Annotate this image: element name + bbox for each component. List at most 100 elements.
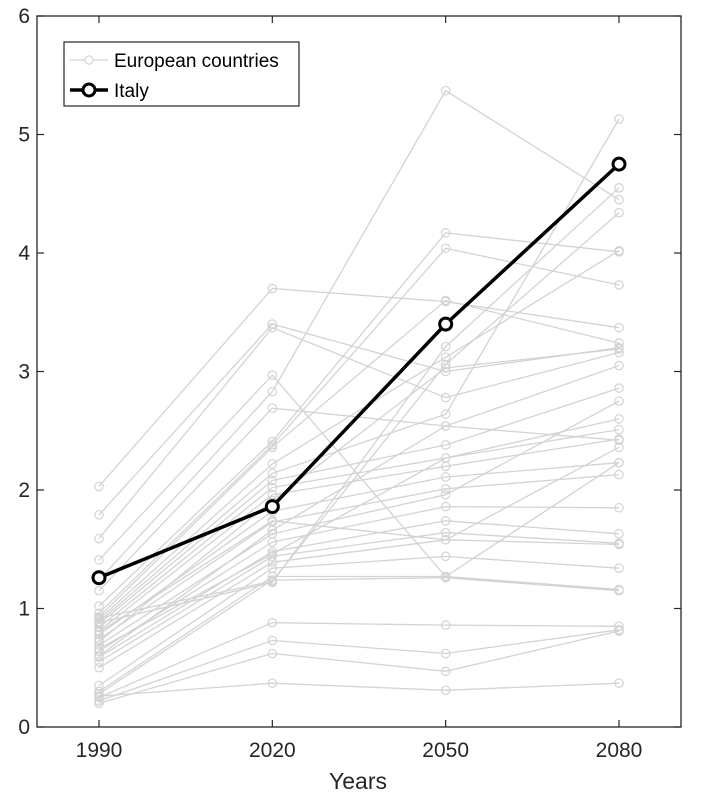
country-point: [267, 549, 278, 559]
country-point: [267, 459, 278, 469]
legend-marker: [84, 55, 94, 65]
country-point: [440, 501, 451, 512]
country-line-18: [98, 505, 620, 652]
tick-labels: 0 1 2 3 4 5 6 1990 2020 2050 2080: [18, 5, 642, 762]
country-point: [440, 341, 451, 352]
country-point: [440, 243, 451, 254]
italy-point: [611, 156, 627, 172]
country-point: [267, 648, 278, 659]
country-point: [267, 482, 278, 493]
country-point: [267, 678, 278, 688]
country-point: [614, 539, 624, 550]
country-point: [614, 396, 624, 406]
country-line-24: [98, 577, 620, 695]
country-point: [440, 648, 451, 659]
country-point: [614, 360, 624, 371]
country-point: [614, 563, 624, 574]
country-point: [440, 527, 451, 538]
country-point: [267, 386, 278, 397]
country-point: [440, 352, 451, 363]
country-line-23: [98, 575, 620, 693]
x-tick-label: 2050: [422, 739, 469, 762]
country-point: [614, 414, 624, 424]
country-point: [440, 534, 451, 545]
country-line-29: [98, 212, 620, 619]
country-line-26: [98, 629, 620, 702]
country-point: [94, 585, 104, 596]
legend: European countries Italy: [63, 41, 300, 107]
country-point: [614, 322, 624, 333]
country-line-8: [98, 247, 620, 614]
country-point: [94, 691, 104, 701]
country-line-30: [98, 187, 620, 624]
country-point: [267, 442, 278, 453]
country-line-32: [98, 348, 620, 643]
italy-point: [438, 316, 454, 332]
country-point: [94, 636, 104, 647]
country-point: [614, 383, 624, 393]
country-point: [614, 114, 624, 124]
country-point: [614, 344, 624, 354]
country-line-28: [98, 682, 620, 697]
country-point: [440, 551, 451, 562]
country-point: [440, 363, 451, 373]
country-point: [94, 634, 104, 645]
country-point: [614, 469, 624, 480]
country-point: [440, 453, 451, 463]
y-tick-label: 6: [18, 5, 30, 28]
country-point: [614, 457, 624, 468]
country-point: [267, 468, 278, 479]
country-point: [267, 489, 278, 500]
country-line-21: [98, 539, 620, 669]
y-tick-label: 4: [18, 242, 30, 265]
country-point: [94, 657, 104, 667]
country-line-19: [98, 520, 620, 658]
country-line-1: [98, 287, 620, 487]
legend-marker: [81, 82, 97, 98]
country-point: [614, 245, 624, 256]
country-point: [440, 484, 451, 494]
country-point: [614, 338, 624, 348]
country-point: [614, 621, 624, 632]
country-point: [614, 626, 624, 636]
country-point: [440, 409, 451, 419]
country-point: [614, 502, 624, 513]
country-point: [440, 516, 451, 526]
country-point: [94, 555, 104, 565]
country-line-2: [98, 323, 620, 516]
country-point: [440, 392, 451, 403]
y-tick-label: 5: [18, 124, 30, 147]
country-point: [94, 696, 104, 706]
country-line-9: [98, 299, 620, 618]
italy-series-group: [91, 156, 627, 586]
country-point: [440, 572, 451, 583]
country-point: [94, 601, 104, 611]
country-point: [614, 424, 624, 435]
italy-line: [98, 162, 621, 580]
country-line-22: [98, 555, 620, 687]
x-tick-label: 1990: [76, 739, 123, 762]
country-point: [440, 228, 451, 238]
y-tick-label: 0: [18, 716, 30, 739]
country-line-3: [98, 326, 620, 540]
country-point: [267, 475, 278, 486]
country-point: [267, 370, 278, 380]
country-point: [614, 194, 624, 205]
country-point: [614, 585, 624, 596]
plot-frame: [36, 15, 682, 728]
country-point: [267, 537, 278, 547]
country-point: [267, 440, 278, 450]
axes: [36, 15, 682, 728]
y-tick-label: 1: [18, 598, 30, 621]
country-line-33: [98, 428, 620, 650]
country-point: [440, 295, 451, 306]
country-point: [267, 283, 278, 294]
country-point: [94, 533, 104, 544]
country-point: [614, 183, 624, 193]
country-point: [267, 635, 278, 646]
country-line-20: [98, 532, 620, 663]
country-point: [440, 421, 451, 431]
country-point: [614, 347, 624, 358]
y-tick-label: 3: [18, 361, 30, 384]
